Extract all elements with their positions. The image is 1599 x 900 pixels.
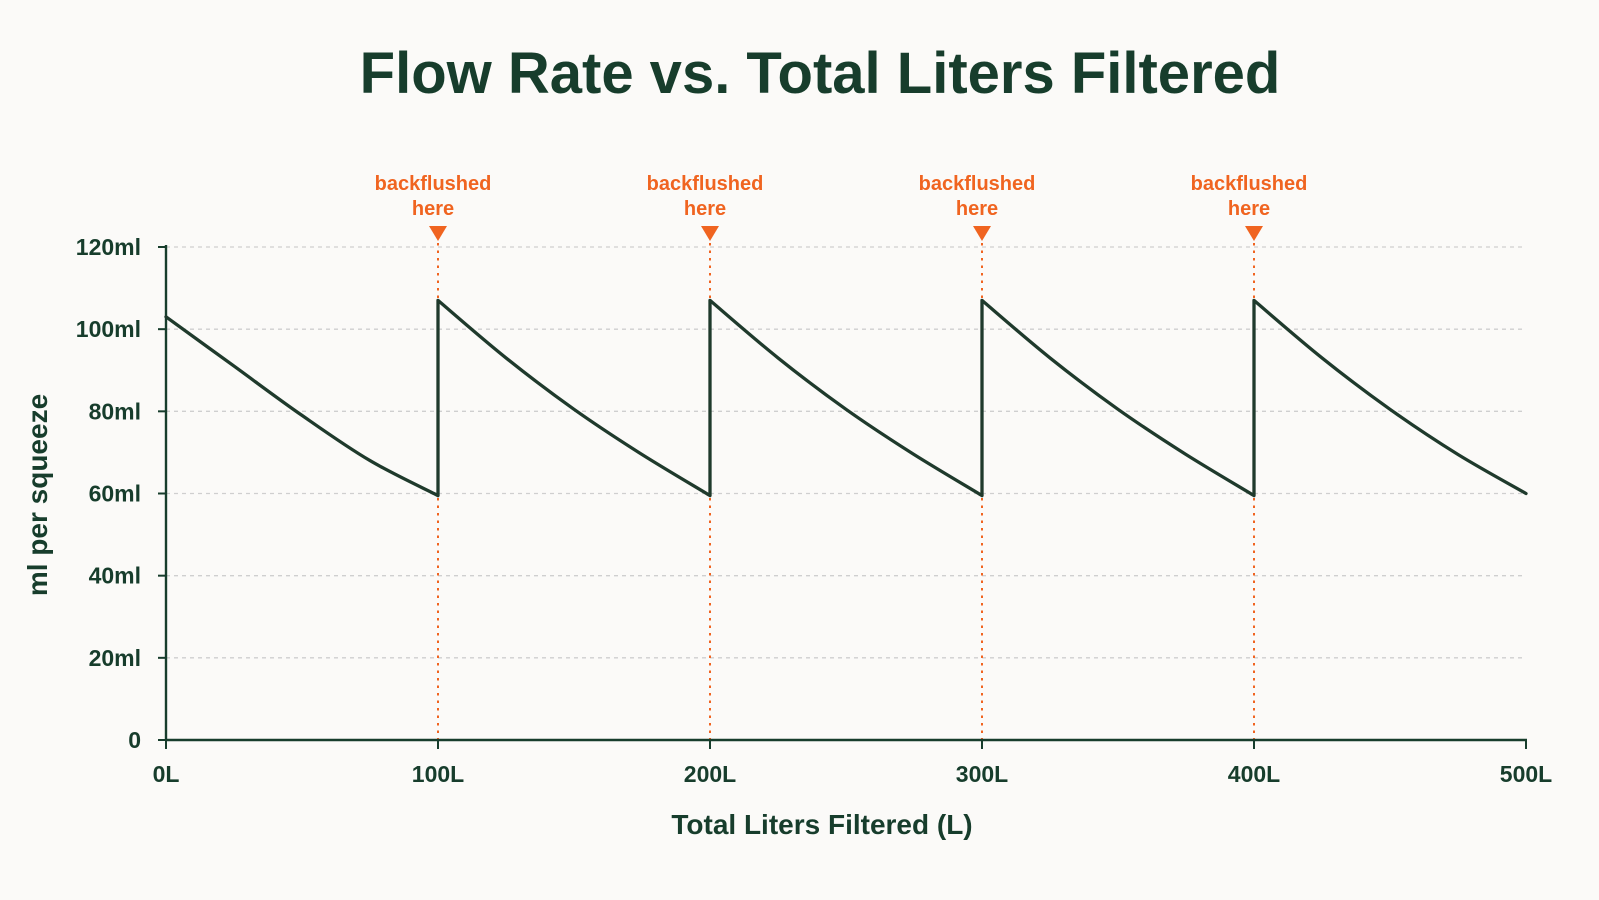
chart-title: Flow Rate vs. Total Liters Filtered <box>360 41 1281 106</box>
x-tick-label-300: 300L <box>956 761 1008 787</box>
grid-lines <box>166 246 1526 659</box>
y-tick-label-40: 40ml <box>89 563 141 589</box>
axes <box>158 245 1527 749</box>
tick-labels: 0 20ml 40ml 60ml 80ml 100ml 120ml 0L 100L 200L 300… <box>76 234 1552 787</box>
backflush-arrow-2 <box>701 226 719 241</box>
backflush-arrow-1 <box>429 226 447 241</box>
backflush-label-line1-4: backflushed <box>1191 173 1308 195</box>
series-line-1 <box>164 298 1528 498</box>
x-tick-label-500: 500L <box>1500 761 1552 787</box>
y-tick-label-0: 0 <box>128 727 141 753</box>
backflush-label-line2-2: here <box>684 198 726 220</box>
x-axis-title: Total Liters Filtered (L) <box>671 809 972 840</box>
x-tick-label-200: 200L <box>684 761 736 787</box>
y-tick-label-20: 20ml <box>89 645 141 671</box>
backflush-label-line2-1: here <box>412 198 454 220</box>
annotations: backflushed here backflushed here backflushe… <box>375 173 1308 740</box>
x-tick-label-400: 400L <box>1228 761 1280 787</box>
y-axis-title: ml per squeeze <box>22 394 53 596</box>
y-tick-label-60: 60ml <box>89 481 141 507</box>
series-lines <box>164 298 1528 498</box>
y-tick-label-120: 120ml <box>76 234 141 260</box>
backflush-label-line1-2: backflushed <box>647 173 764 195</box>
backflush-label-line2-3: here <box>956 198 998 220</box>
backflush-arrow-3 <box>973 226 991 241</box>
backflush-label-line2-4: here <box>1228 198 1270 220</box>
backflush-arrow-4 <box>1245 226 1263 241</box>
x-tick-label-0: 0L <box>153 761 180 787</box>
backflush-label-line1-1: backflushed <box>375 173 492 195</box>
y-tick-label-100: 100ml <box>76 316 141 342</box>
backflush-label-line1-3: backflushed <box>919 173 1036 195</box>
y-tick-label-80: 80ml <box>89 398 141 424</box>
x-tick-label-100: 100L <box>412 761 464 787</box>
